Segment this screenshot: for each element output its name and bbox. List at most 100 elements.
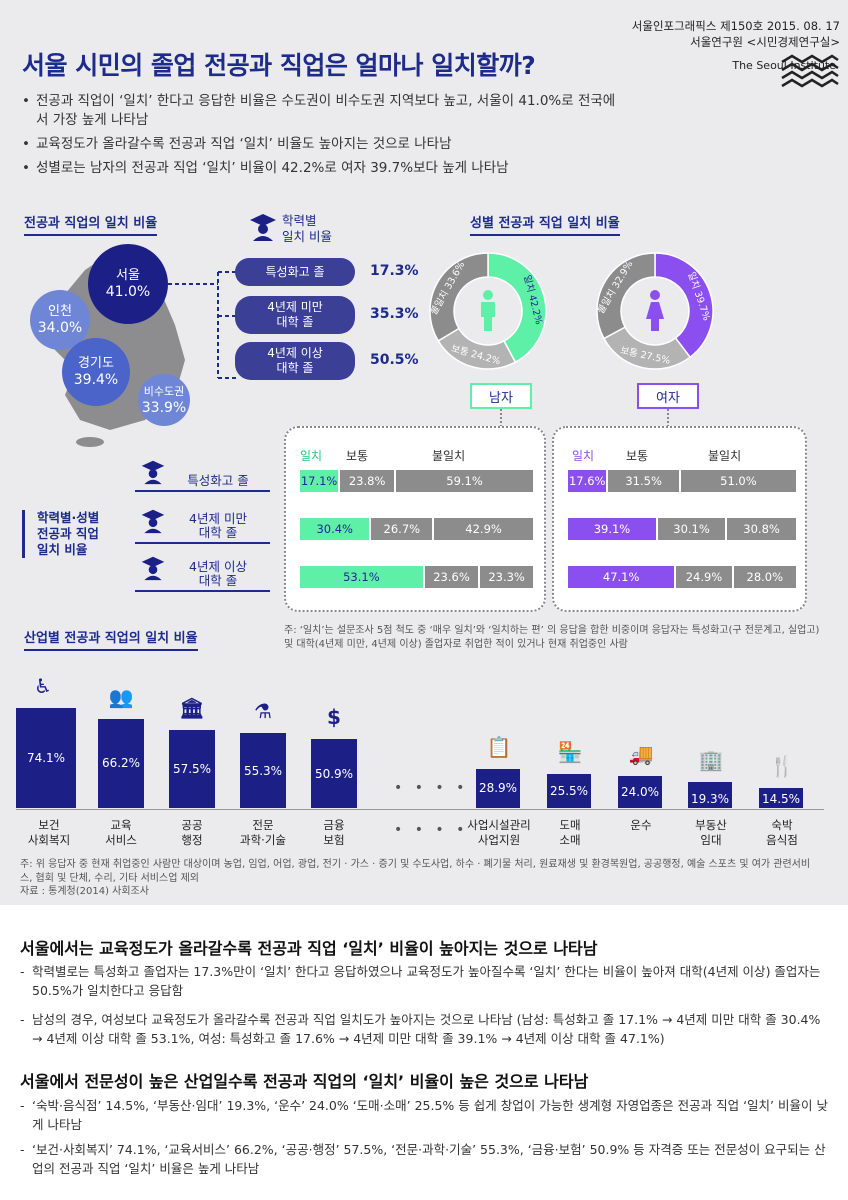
region-bubble-gyeonggi: 경기도 39.4% xyxy=(62,338,130,406)
utensils-icon: 🍴 xyxy=(769,754,795,779)
stacked-segment: 51.0% xyxy=(680,470,798,492)
institute-name: The Seoul Institute xyxy=(732,59,836,72)
edu-row-label: 4년제 미만 대학 졸 xyxy=(189,511,247,540)
stacked-segment: 17.6% xyxy=(568,470,609,492)
summary-bullet: 성별로는 남자의 전공과 직업 ‘일치’ 비율이 42.2%로 여자 39.7%… xyxy=(22,159,622,178)
stacked-bar-row: 47.1% 24.9% 28.0% xyxy=(568,566,798,588)
industry-bar: 66.2% xyxy=(98,718,144,808)
page-title: 서울 시민의 졸업 전공과 직업은 얼마나 일치할까? xyxy=(22,51,536,80)
industry-label: 부동산 임대 xyxy=(695,818,727,847)
document-icon: 📋 xyxy=(486,734,512,759)
stacked-segment: 23.3% xyxy=(480,566,535,588)
region-heading: 전공과 직업의 일치 비율 xyxy=(24,212,158,236)
industry-label: 전문 과학·기술 xyxy=(240,818,286,847)
industry-bar: 55.3% xyxy=(240,733,286,808)
summary-bullets: 전공과 직업이 ‘일치’ 한다고 응답한 비율은 수도권이 비수도권 지역보다 … xyxy=(22,92,622,183)
industry-bar: 19.3% xyxy=(688,781,732,808)
female-col-match: 일치 xyxy=(572,449,595,463)
male-col-match: 일치 xyxy=(300,449,323,463)
stacked-bar-row: 17.6% 31.5% 51.0% xyxy=(568,470,798,492)
region-value: 33.9% xyxy=(141,400,187,416)
edu-row-line xyxy=(135,542,270,544)
stacked-segment: 59.1% xyxy=(396,470,535,492)
stacked-segment: 31.5% xyxy=(608,470,681,492)
donut-slice xyxy=(654,252,714,359)
government-icon: 🏛 xyxy=(179,696,205,721)
education-heading: 학력별 일치 비율 xyxy=(282,213,332,245)
female-tag: 여자 xyxy=(637,383,699,409)
finding-paragraph: - 남성의 경우, 여성보다 교육정도가 올라갈수록 전공과 직업 일치도가 높아… xyxy=(20,1012,821,1046)
graduate-icon xyxy=(250,214,276,241)
edu-row-label: 4년제 이상 대학 졸 xyxy=(189,559,247,588)
finding-paragraph: - ‘숙박·음식점’ 14.5%, ‘부동산·임대’ 19.3%, ‘운수’ 24… xyxy=(20,1098,828,1132)
industry-bar: 50.9% xyxy=(311,739,357,808)
industry-label: 교육 서비스 xyxy=(105,818,137,847)
welfare-icon: ♿ xyxy=(34,674,52,698)
finding-text: 남성의 경우, 여성보다 교육정도가 올라갈수록 전공과 직업 일치도가 높아지… xyxy=(32,1012,821,1046)
donut-slice xyxy=(596,252,656,340)
female-donut-chart: 일치 39.7%보통 27.5%불일치 32.9% xyxy=(595,252,714,370)
stacked-segment: 23.6% xyxy=(424,566,481,588)
graduate-icon xyxy=(141,460,165,485)
stacked-segment: 47.1% xyxy=(568,566,677,588)
education-value: 17.3% xyxy=(370,263,419,279)
male-tag: 남자 xyxy=(470,383,532,409)
store-icon: 🏪 xyxy=(557,739,583,764)
female-col-normal: 보통 xyxy=(626,449,649,463)
region-name: 경기도 xyxy=(78,356,114,371)
donut-slice xyxy=(429,252,489,342)
stacked-segment: 23.8% xyxy=(340,470,397,492)
region-name: 서울 xyxy=(116,268,140,283)
stacked-bar-row: 53.1% 23.6% 23.3% xyxy=(300,566,535,588)
region-value: 41.0% xyxy=(105,284,151,300)
industry-bar: 14.5% xyxy=(759,788,803,808)
stacked-segment: 17.1% xyxy=(300,470,341,492)
finding-text: ‘숙박·음식점’ 14.5%, ‘부동산·임대’ 19.3%, ‘운수’ 24.… xyxy=(32,1098,828,1132)
industry-bar: 25.5% xyxy=(547,773,591,808)
female-person-icon xyxy=(646,290,664,331)
education-icon: 👥 xyxy=(108,684,134,709)
industry-heading: 산업별 전공과 직업의 일치 비율 xyxy=(24,627,198,651)
male-connector xyxy=(500,409,502,427)
edu-row-line xyxy=(135,590,270,592)
stacked-segment: 30.4% xyxy=(300,518,372,540)
stacked-bar-row: 17.1% 23.8% 59.1% xyxy=(300,470,535,492)
stacked-segment: 28.0% xyxy=(733,566,798,588)
stacked-segment: 53.1% xyxy=(300,566,425,588)
money-icon: $ xyxy=(327,705,341,730)
industry-note: 주: 위 응답자 중 현재 취업중인 사람만 대상이며 농업, 임업, 어업, … xyxy=(20,859,811,884)
education-connector xyxy=(168,271,236,379)
issue-info: 서울인포그래픽스 제150호 2015. 08. 17 서울연구원 <시민경제연… xyxy=(600,18,840,88)
ellipsis-dots: • • • • xyxy=(394,822,469,838)
building-icon: 🏢 xyxy=(698,747,724,772)
org-line: 서울연구원 <시민경제연구실> xyxy=(690,35,840,49)
graduate-icon xyxy=(141,509,165,534)
finding-text: 학력별로는 특성화고 졸업자는 17.3%만이 ‘일치’ 한다고 응답하였으나 … xyxy=(32,964,821,998)
stacked-bar-row: 39.1% 30.1% 30.8% xyxy=(568,518,798,540)
female-col-mismatch: 불일치 xyxy=(708,449,742,463)
education-heading-line: 일치 비율 xyxy=(282,229,332,244)
industry-label: 금융 보험 xyxy=(323,818,345,847)
stacked-segment: 30.1% xyxy=(657,518,728,540)
industry-bar: 57.5% xyxy=(169,730,215,808)
male-col-normal: 보통 xyxy=(346,449,369,463)
finding-text: ‘보건·사회복지’ 74.1%, ‘교육서비스’ 66.2%, ‘공공·행정’ … xyxy=(32,1142,826,1176)
industry-label: 운수 xyxy=(630,818,652,832)
education-value: 35.3% xyxy=(370,306,419,322)
male-col-mismatch: 불일치 xyxy=(432,449,466,463)
summary-bullet: 전공과 직업이 ‘일치’ 한다고 응답한 비율은 수도권이 비수도권 지역보다 … xyxy=(22,92,622,130)
finding-paragraph: - ‘보건·사회복지’ 74.1%, ‘교육서비스’ 66.2%, ‘공공·행정’… xyxy=(20,1142,826,1176)
stacked-segment: 30.8% xyxy=(727,518,798,540)
seoul-institute-logo-icon xyxy=(781,54,839,88)
finding-paragraph: - 학력별로는 특성화고 졸업자는 17.3%만이 ‘일치’ 한다고 응답하였으나… xyxy=(20,964,821,998)
finding-heading: 서울에서 전문성이 높은 산업일수록 전공과 직업의 ‘일치’ 비율이 높은 것… xyxy=(20,1072,589,1091)
education-pill: 4년제 이상 대학 졸 xyxy=(235,342,355,380)
industry-label: 보건 사회복지 xyxy=(27,818,71,847)
stacked-segment: 24.9% xyxy=(676,566,734,588)
industry-label: 공공 행정 xyxy=(181,818,203,847)
education-pill: 특성화고 졸 xyxy=(235,258,355,286)
male-donut-chart: 일치 42.2%보통 24.2%불일치 33.6% xyxy=(428,252,547,370)
finding-heading: 서울에서는 교육정도가 올라갈수록 전공과 직업 ‘일치’ 비율이 높아지는 것… xyxy=(20,939,598,958)
region-bubble-incheon: 인천 34.0% xyxy=(30,290,90,350)
